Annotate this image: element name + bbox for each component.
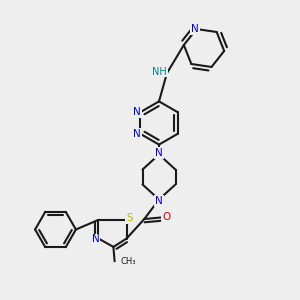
- Text: N: N: [155, 148, 163, 158]
- Text: N: N: [134, 129, 141, 139]
- Text: N: N: [191, 24, 199, 34]
- Text: NH: NH: [152, 67, 167, 77]
- Text: N: N: [155, 196, 163, 206]
- Text: N: N: [92, 234, 99, 244]
- Text: CH₃: CH₃: [121, 257, 136, 266]
- Text: O: O: [162, 212, 170, 223]
- Text: N: N: [134, 107, 141, 117]
- Text: S: S: [126, 213, 133, 224]
